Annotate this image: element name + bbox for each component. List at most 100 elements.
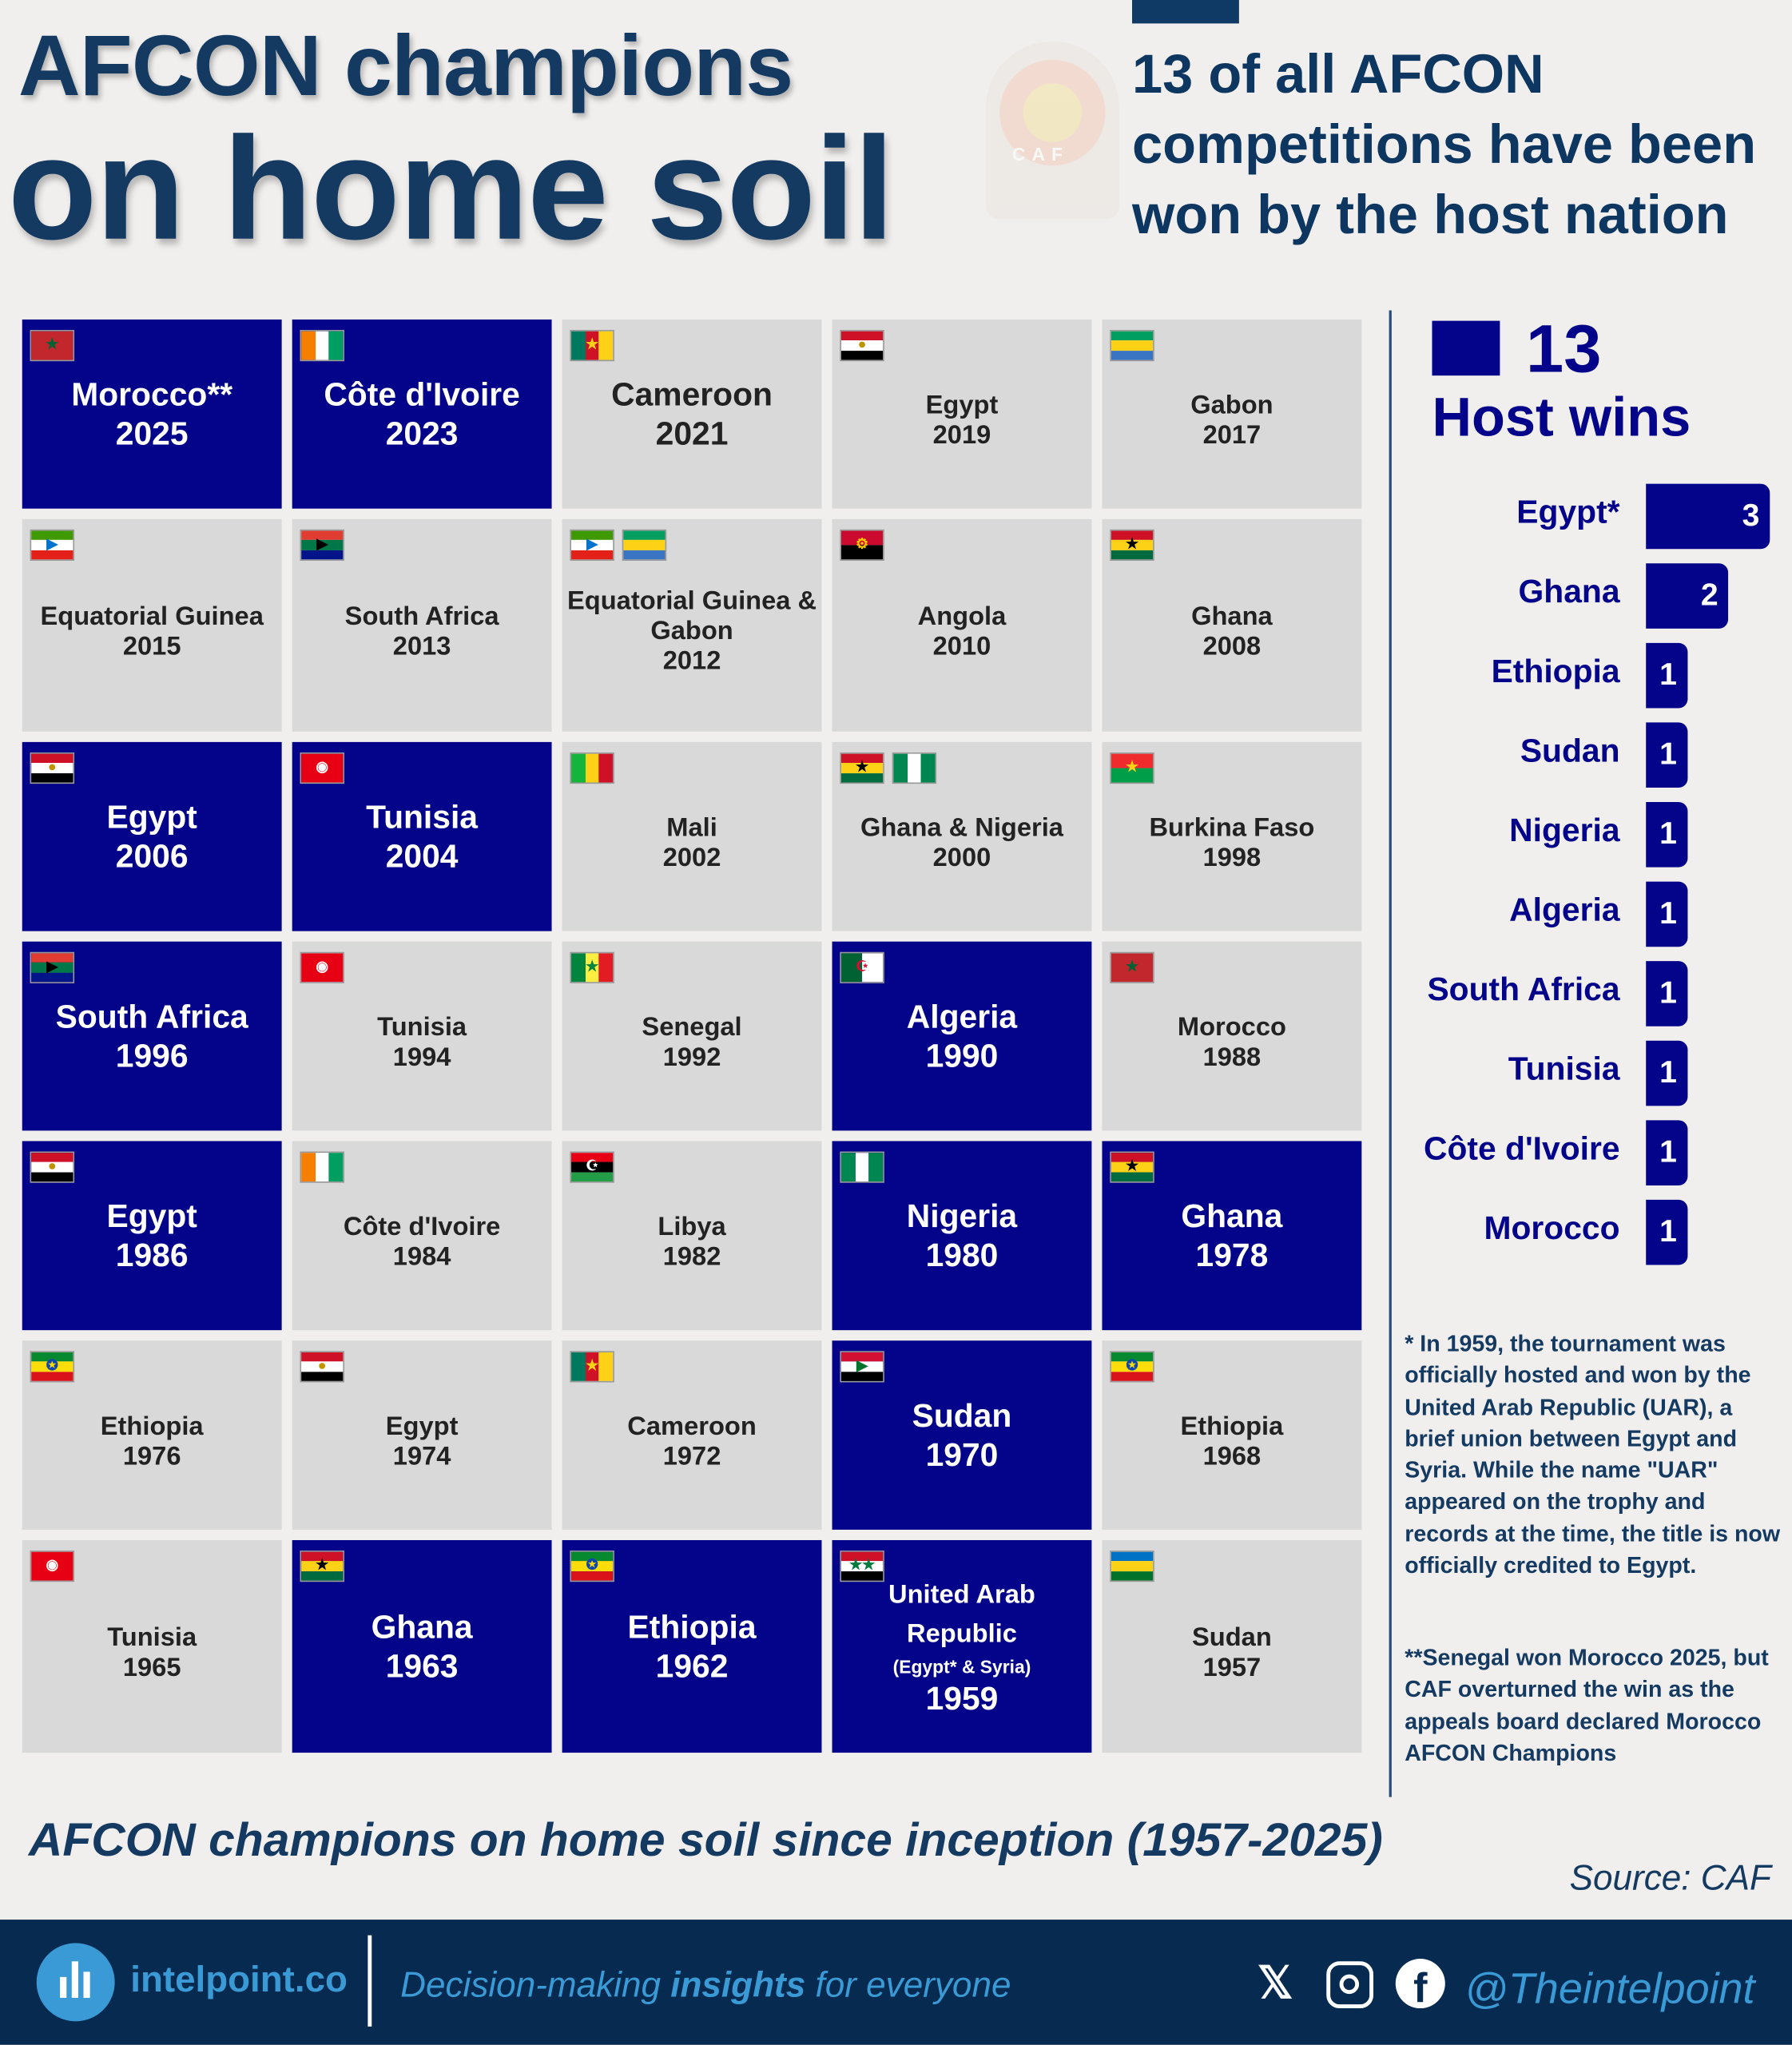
accent-bar xyxy=(1132,0,1239,24)
instagram-icon[interactable] xyxy=(1326,1961,1374,2009)
tile-ghana-1963: ★ Ghana 1963 xyxy=(292,1539,552,1753)
sudan-1957-flag-icon xyxy=(1110,1551,1154,1582)
footnote-1: * In 1959, the tournament was officially… xyxy=(1405,1330,1781,1578)
subtitle: 13 of all AFCON competitions have been w… xyxy=(1132,42,1757,245)
tile-ethiopia-1976: ✪ Ethiopia 1976 xyxy=(22,1340,282,1530)
tile-year: 1978 xyxy=(1195,1237,1269,1274)
ghana-flag-icon: ★ xyxy=(840,752,884,784)
tile-country: Burkina Faso xyxy=(1149,812,1315,842)
bar: 1 xyxy=(1646,1120,1687,1185)
flags xyxy=(1110,1551,1154,1582)
flags: ★ xyxy=(570,951,614,983)
tile-south-africa-1996: ▶ South Africa 1996 xyxy=(22,941,282,1131)
flags: ★ xyxy=(570,1351,614,1383)
bar-label: Morocco xyxy=(1484,1209,1620,1247)
bar: 3 xyxy=(1646,483,1770,550)
tile-year: 2012 xyxy=(662,646,721,676)
facebook-icon[interactable]: f xyxy=(1395,1959,1445,2011)
flags: ★★ xyxy=(840,1551,884,1582)
tile-year: 1992 xyxy=(662,1042,721,1072)
tile-united-arab-republic-1959: ★★ United Arab Republic (Egypt* & Syria) 19… xyxy=(832,1539,1092,1753)
south-africa-flag-icon: ▶ xyxy=(300,529,344,561)
tagline-pre: Decision-making xyxy=(400,1965,671,2005)
tile-year: 1996 xyxy=(115,1037,189,1074)
tile-tunisia-1965: ◉ Tunisia 1965 xyxy=(22,1539,282,1753)
tunisia-flag-icon: ◉ xyxy=(300,752,344,784)
tile-morocco-1988: ★ Morocco 1988 xyxy=(1102,941,1362,1131)
tile-year: 1959 xyxy=(925,1680,999,1717)
flags: ● xyxy=(30,1151,75,1183)
tile-tunisia-2004: ◉ Tunisia 2004 xyxy=(292,741,552,931)
tile-year: 1988 xyxy=(1202,1042,1262,1072)
burkina-faso-flag-icon: ★ xyxy=(1110,752,1154,784)
footer-divider xyxy=(368,1935,372,2027)
tile-country: Ghana xyxy=(1181,1197,1283,1235)
tile-year: 2017 xyxy=(1202,420,1262,450)
bar-label: South Africa xyxy=(1427,971,1620,1008)
tile-gabon-2017: Gabon 2017 xyxy=(1102,319,1362,509)
tile-angola-2010: ⚙ Angola 2010 xyxy=(832,518,1092,732)
tile-country: Morocco** xyxy=(71,375,233,413)
tile-country: Libya xyxy=(658,1212,726,1241)
flags: ● xyxy=(300,1351,344,1383)
tunisia-flag-icon: ◉ xyxy=(30,1551,75,1582)
tile-country: Côte d'Ivoire xyxy=(324,375,520,413)
south-africa-flag-icon: ▶ xyxy=(30,951,75,983)
bar-label: Nigeria xyxy=(1509,812,1620,849)
title-line1: AFCON champions xyxy=(18,17,793,114)
flags: ▶ xyxy=(30,951,75,983)
tile-year: 1963 xyxy=(385,1647,459,1685)
cameroon-flag-icon: ★ xyxy=(570,1351,614,1383)
morocco-flag-icon: ★ xyxy=(30,330,75,362)
social-handle[interactable]: @Theintelpoint xyxy=(1464,1964,1755,2012)
morocco-flag-icon: ★ xyxy=(1110,951,1154,983)
mali-flag-icon xyxy=(570,752,614,784)
flags: ▶ xyxy=(30,529,75,561)
site-link[interactable]: intelpoint.co xyxy=(130,1959,348,1999)
tile-algeria-1990: ☪ Algeria 1990 xyxy=(832,941,1092,1131)
egypt-flag-icon: ● xyxy=(30,752,75,784)
bar: 1 xyxy=(1646,722,1687,788)
tile-country: Equatorial Guinea xyxy=(40,602,264,631)
tile-year: 2013 xyxy=(392,631,451,661)
tile-year: 1968 xyxy=(1202,1441,1262,1471)
tile-year: 2010 xyxy=(932,631,991,661)
tile-year: 2021 xyxy=(655,415,729,452)
tile-year: 1965 xyxy=(122,1653,181,1682)
tile-ghana-nigeria-2000: ★ Ghana & Nigeria 2000 xyxy=(832,741,1092,931)
x-icon[interactable]: 𝕏 xyxy=(1257,1959,1293,2009)
bar-label: Tunisia xyxy=(1508,1050,1620,1088)
flags: ☪ xyxy=(570,1151,614,1183)
tile-year: 2025 xyxy=(115,415,189,452)
flags: ★ xyxy=(30,330,75,362)
tile-country: South Africa xyxy=(344,602,499,631)
tile-year: 1990 xyxy=(925,1037,999,1074)
flags xyxy=(840,1151,884,1183)
tile-note: (Egypt* & Syria) xyxy=(892,1655,1031,1677)
tile-country: Ethiopia xyxy=(627,1608,757,1646)
tile-country: Cameroon xyxy=(627,1412,757,1441)
tile-year: 1974 xyxy=(392,1441,451,1471)
tile-year: 1962 xyxy=(655,1647,729,1685)
tile-year: 1980 xyxy=(925,1237,999,1274)
bar-label: Ghana xyxy=(1518,574,1620,611)
tile-country: Côte d'Ivoire xyxy=(343,1212,501,1241)
tile-country: Tunisia xyxy=(377,1012,467,1042)
tile-year: 1994 xyxy=(392,1042,451,1072)
tile-country: United Arab Republic xyxy=(888,1579,1035,1648)
tile-country: Egypt xyxy=(925,390,999,419)
tagline-bold: insights xyxy=(670,1965,806,2005)
flags xyxy=(1110,330,1154,362)
tile-ethiopia-1962: ✪ Ethiopia 1962 xyxy=(562,1539,822,1753)
bar-label: Egypt* xyxy=(1516,494,1620,531)
tagline-post: for everyone xyxy=(805,1965,1011,2005)
flags: ▶ xyxy=(300,529,344,561)
bar: 2 xyxy=(1646,563,1729,629)
tile-tunisia-1994: ◉ Tunisia 1994 xyxy=(292,941,552,1131)
title-line2: on home soil xyxy=(7,106,895,270)
tile-egypt-2019: ● Egypt 2019 xyxy=(832,319,1092,509)
tile-ethiopia-1968: ✪ Ethiopia 1968 xyxy=(1102,1340,1362,1530)
egypt-flag-icon: ● xyxy=(840,330,884,362)
tile-c-te-d-ivoire-2023: Côte d'Ivoire 2023 xyxy=(292,319,552,509)
flags: ✪ xyxy=(1110,1351,1154,1383)
